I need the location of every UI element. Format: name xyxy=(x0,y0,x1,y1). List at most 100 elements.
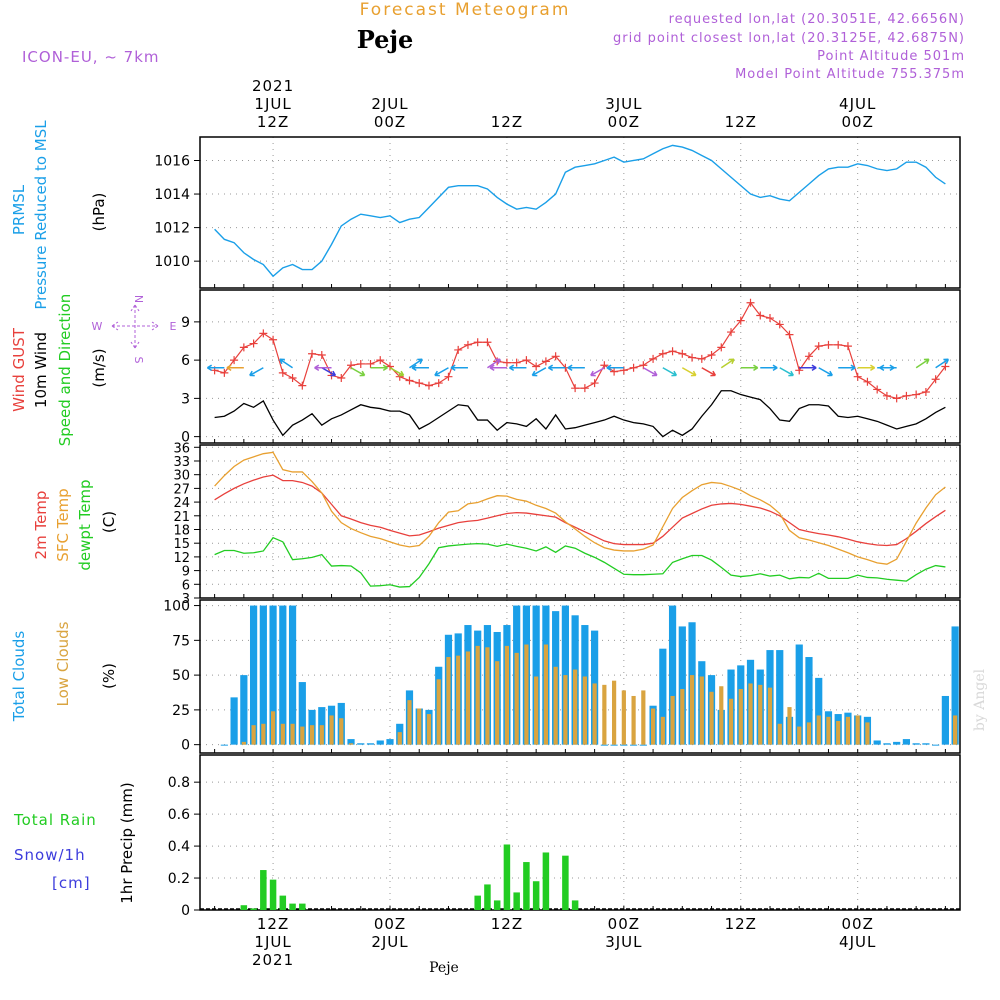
gust-point xyxy=(882,391,891,400)
compass-s: S xyxy=(132,357,145,364)
wind-direction-arrow xyxy=(740,364,759,371)
total-clouds-bar xyxy=(386,739,394,745)
low-clouds-bar xyxy=(592,683,597,745)
low-clouds-bar xyxy=(689,675,695,745)
low-clouds-bar xyxy=(456,655,461,745)
time-label-top: 3JUL xyxy=(605,95,642,113)
low-clouds-bar xyxy=(631,695,636,745)
rain-bar xyxy=(299,903,306,910)
low-clouds-bar xyxy=(953,715,958,745)
gust-point xyxy=(902,391,911,400)
gust-point xyxy=(756,311,765,320)
y-tick-label: 25 xyxy=(172,703,190,719)
time-label-top: 12Z xyxy=(491,113,523,131)
time-label-bottom: 12Z xyxy=(491,915,523,933)
rain-bar xyxy=(493,900,501,910)
gust-point xyxy=(337,373,346,382)
wind-direction-arrow xyxy=(314,364,332,371)
temp2m-label: 2m Temp xyxy=(32,491,50,560)
wind-direction-arrow xyxy=(279,358,293,369)
low-clouds-bar xyxy=(504,645,510,745)
gust-point xyxy=(386,362,394,371)
gust-point xyxy=(678,349,687,358)
total-clouds-bar xyxy=(366,743,375,745)
gust-point xyxy=(483,338,492,347)
low-clouds-bar xyxy=(797,726,802,745)
wind-direction-arrow xyxy=(411,364,429,371)
low-clouds-bar xyxy=(748,683,753,745)
low-clouds-bar xyxy=(446,657,451,745)
y-tick-label: 0.8 xyxy=(168,775,190,791)
y-tick-label: 27 xyxy=(173,482,190,497)
rain-bar xyxy=(474,895,481,910)
gust-point xyxy=(892,394,901,403)
y-tick-label: 6 xyxy=(182,578,190,593)
wind-direction-arrow xyxy=(662,367,678,377)
rain-bar xyxy=(240,905,248,910)
low-clouds-bar xyxy=(514,652,519,745)
low-clouds-bar xyxy=(758,684,763,745)
gust-point xyxy=(512,358,521,367)
low-clouds-bar xyxy=(612,680,617,745)
gust-point xyxy=(405,376,414,385)
y-tick-label: 36 xyxy=(173,441,190,456)
clouds-unit: (%) xyxy=(100,663,118,689)
low-clouds-bar xyxy=(534,676,539,745)
low-clouds-bar xyxy=(300,726,305,745)
low-clouds-bar xyxy=(865,722,870,745)
pressure-label-long: Pressure Reduced to MSL xyxy=(32,120,50,310)
low-clouds-bar xyxy=(573,669,578,745)
rain-bar xyxy=(279,895,287,910)
rain-bar xyxy=(269,879,277,910)
gust-point xyxy=(230,356,239,365)
gust-point xyxy=(308,349,317,358)
gust-point xyxy=(697,354,706,363)
dewpt-label: dewpt Temp xyxy=(76,479,94,570)
low-clouds-bar xyxy=(339,718,344,745)
wind-direction-arrow xyxy=(206,364,225,371)
low-clouds-bar xyxy=(845,716,851,745)
chart-title: Forecast Meteogram xyxy=(360,0,571,20)
low-clouds-bar xyxy=(582,676,587,745)
gust-point xyxy=(298,381,307,390)
y-tick-label: 9 xyxy=(182,565,190,580)
total-clouds-label: Total Clouds xyxy=(10,631,28,723)
gust-point xyxy=(454,345,463,354)
watermark: by Angel xyxy=(972,668,988,731)
time-label-bottom: 00Z xyxy=(374,915,406,933)
wind-direction-arrow xyxy=(450,364,468,371)
gust-point xyxy=(415,379,424,388)
low-clouds-bar xyxy=(621,690,626,745)
model-altitude: Model Point Altitude 755.375m xyxy=(735,67,965,82)
gust-point xyxy=(804,352,813,361)
total-clouds-bar xyxy=(240,675,248,745)
total-clouds-bar xyxy=(902,739,911,745)
low-clouds-bar xyxy=(397,732,402,745)
gust-point xyxy=(834,340,843,349)
rain-bar xyxy=(250,908,257,910)
low-clouds-bar xyxy=(787,707,792,745)
time-label-top: 00Z xyxy=(842,113,874,131)
y-tick-label: 15 xyxy=(173,537,190,552)
y-tick-label: 18 xyxy=(173,523,190,538)
total-clouds-bar xyxy=(795,644,803,745)
panel-frame xyxy=(199,136,961,289)
total-clouds-bar xyxy=(951,626,959,745)
wind-direction-label: Speed and Direction xyxy=(56,294,74,447)
y-tick-label: 12 xyxy=(173,551,190,566)
wind-direction-arrow xyxy=(915,358,930,369)
wind-direction-arrow xyxy=(760,364,778,371)
compass-arrows xyxy=(111,304,159,349)
time-label-top: 2JUL xyxy=(371,95,408,113)
low-clouds-bar xyxy=(855,715,860,745)
low-clouds-bar xyxy=(309,725,315,745)
time-label-bottom: 12Z xyxy=(257,915,289,933)
y-tick-label: 1014 xyxy=(154,187,190,203)
y-tick-label: 75 xyxy=(172,633,190,649)
wind-direction-arrow xyxy=(701,367,717,377)
y-tick-label: 1012 xyxy=(154,221,190,237)
low-clouds-bar xyxy=(816,715,821,745)
gust-point xyxy=(814,342,823,351)
pressure-unit: (hPa) xyxy=(90,193,108,232)
time-label-top: 2021 xyxy=(252,77,294,95)
